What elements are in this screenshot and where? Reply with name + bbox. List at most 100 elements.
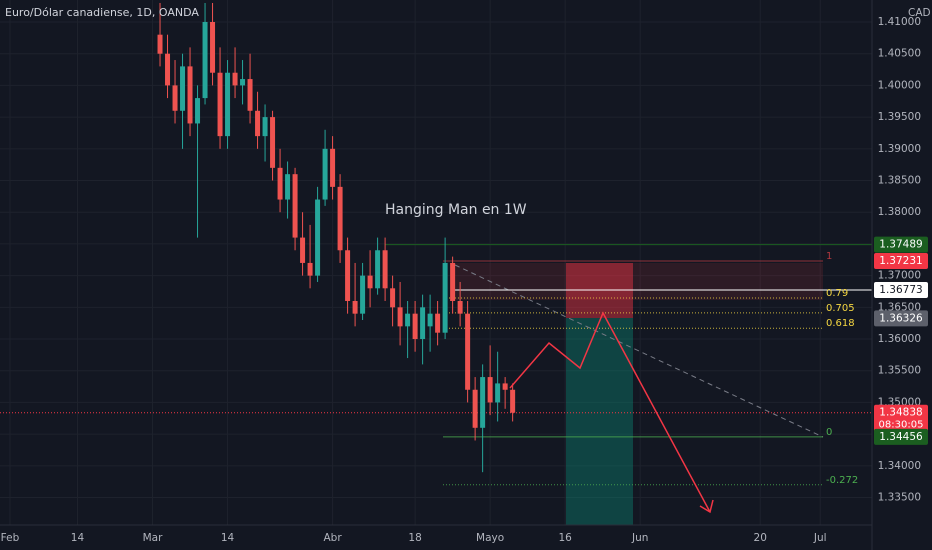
candle-body bbox=[472, 389, 478, 428]
x-tick-label: Feb bbox=[1, 532, 20, 544]
price-tag-label: 1.36326 bbox=[879, 312, 923, 324]
x-tick-label: Jul bbox=[813, 532, 827, 544]
candle-body bbox=[165, 53, 171, 86]
fib-label: 0.618 bbox=[826, 318, 855, 329]
candle-body bbox=[382, 250, 388, 289]
fib-label: 0.79 bbox=[826, 288, 848, 299]
y-tick-label: 1.41000 bbox=[878, 16, 921, 28]
y-tick-label: 1.39500 bbox=[878, 111, 921, 123]
candle-body bbox=[322, 148, 328, 200]
candle-body bbox=[217, 72, 223, 137]
candle-body bbox=[360, 275, 366, 314]
candle-body bbox=[307, 262, 313, 276]
x-tick-label: Mar bbox=[143, 532, 163, 544]
x-tick-label: 18 bbox=[408, 532, 421, 544]
candle-body bbox=[247, 79, 253, 111]
candle-body bbox=[187, 66, 193, 124]
candle-body bbox=[210, 22, 216, 73]
price-tag-label: 1.36773 bbox=[879, 284, 922, 296]
candle-body bbox=[300, 237, 306, 263]
candle-body bbox=[352, 300, 358, 314]
candle-body bbox=[195, 98, 201, 124]
candle-body bbox=[225, 72, 231, 137]
y-tick-label: 1.40500 bbox=[878, 48, 921, 60]
annotation: Hanging Man en 1W bbox=[385, 202, 527, 218]
fib-label: 1 bbox=[826, 251, 832, 262]
price-tag-label: 1.34838 bbox=[879, 407, 922, 419]
y-tick-label: 1.37000 bbox=[878, 270, 921, 282]
candle-body bbox=[285, 174, 291, 200]
grid bbox=[0, 0, 872, 525]
candle-body bbox=[480, 377, 486, 428]
candle-body bbox=[457, 300, 463, 314]
x-tick-label: 20 bbox=[754, 532, 767, 544]
x-tick-label: 14 bbox=[71, 532, 85, 544]
candle-body bbox=[157, 34, 163, 54]
arrow-head bbox=[699, 499, 714, 514]
candle-body bbox=[345, 250, 351, 301]
y-tick-label: 1.39000 bbox=[878, 143, 921, 155]
price-tag-label: 1.37231 bbox=[879, 255, 922, 267]
candle-body bbox=[502, 383, 508, 390]
zones bbox=[454, 263, 824, 525]
price-tag bbox=[874, 428, 928, 445]
y-tick-label: 1.36000 bbox=[878, 333, 921, 345]
price-tag-label: 1.37489 bbox=[879, 239, 922, 251]
price-tag bbox=[874, 252, 928, 269]
candle-body bbox=[510, 389, 516, 413]
candle-body bbox=[495, 383, 501, 403]
candle-body bbox=[465, 313, 471, 390]
x-tick-label: Jun bbox=[631, 532, 648, 544]
candle-body bbox=[292, 174, 298, 238]
y-tick-label: 1.35500 bbox=[878, 365, 921, 377]
axes: 1.335001.340001.345001.350001.355001.360… bbox=[1, 16, 928, 544]
price-tag bbox=[874, 282, 928, 299]
candle-body bbox=[450, 262, 456, 301]
candle-body bbox=[232, 72, 238, 86]
fib-label: -0.272 bbox=[826, 475, 858, 486]
candle-body bbox=[427, 313, 433, 327]
candle-body bbox=[240, 79, 246, 86]
price-tag bbox=[874, 404, 928, 433]
candle-body bbox=[397, 307, 403, 327]
y-tick-label: 1.34000 bbox=[878, 460, 921, 472]
candle-body bbox=[202, 22, 208, 99]
fib-label: 0 bbox=[826, 427, 832, 438]
projection-arrow bbox=[509, 311, 711, 513]
y-tick-label: 1.36500 bbox=[878, 301, 921, 313]
candles bbox=[157, 2, 516, 473]
candle-body bbox=[277, 167, 283, 200]
candle-body bbox=[270, 117, 276, 168]
chart-title: Euro/Dólar canadiense, 1D, OANDA bbox=[5, 6, 199, 19]
countdown: 08:30:05 bbox=[879, 420, 924, 431]
candle-body bbox=[262, 117, 268, 137]
fib-zone bbox=[455, 263, 823, 300]
currency: CAD bbox=[908, 7, 931, 19]
levels: 1 0.79 0.705 0.618 0 -0.272 bbox=[0, 244, 872, 486]
y-tick-label: 1.38000 bbox=[878, 206, 921, 218]
y-tick-label: 1.38500 bbox=[878, 175, 921, 187]
x-tick-label: 14 bbox=[221, 532, 235, 544]
y-tick-label: 1.33500 bbox=[878, 492, 921, 504]
candle-body bbox=[375, 250, 381, 289]
trend-line bbox=[454, 264, 824, 438]
candle-body bbox=[180, 66, 186, 111]
x-tick-label: Mayo bbox=[476, 532, 504, 544]
candle-body bbox=[337, 186, 343, 251]
price-tag-label: 1.34456 bbox=[879, 431, 923, 443]
y-tick-label: 1.40000 bbox=[878, 79, 921, 91]
candle-body bbox=[420, 307, 426, 340]
fib-label: 0.705 bbox=[826, 303, 855, 314]
candle-body bbox=[412, 313, 418, 340]
candle-body bbox=[442, 262, 448, 333]
candle-body bbox=[435, 313, 441, 333]
candle-body bbox=[255, 110, 261, 137]
candle-body bbox=[487, 377, 493, 403]
price-tag bbox=[874, 310, 928, 327]
price-tag bbox=[874, 236, 928, 253]
candle-body bbox=[172, 85, 178, 111]
target-zone bbox=[566, 318, 633, 525]
candle-body bbox=[367, 275, 373, 289]
